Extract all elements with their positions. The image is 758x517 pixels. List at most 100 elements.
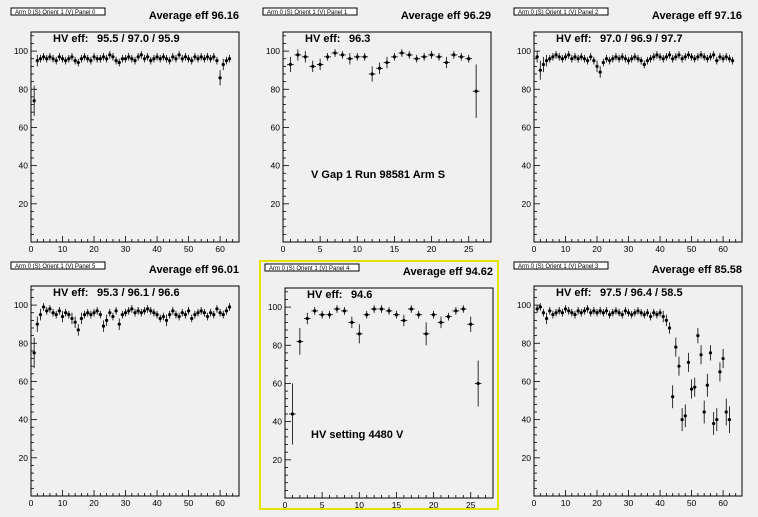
data-point xyxy=(76,324,80,336)
hv-eff-label: HV eff: xyxy=(556,287,591,299)
data-point xyxy=(680,54,684,63)
data-point xyxy=(689,379,694,399)
x-tick-label: 10 xyxy=(58,498,68,508)
data-point xyxy=(95,307,99,315)
data-point xyxy=(708,345,713,361)
data-point xyxy=(127,307,131,315)
data-point xyxy=(205,312,210,321)
x-tick-label: 60 xyxy=(215,244,225,254)
data-point xyxy=(585,305,590,313)
data-point xyxy=(164,54,169,63)
x-tick-label: 15 xyxy=(390,244,400,254)
data-point xyxy=(79,54,84,63)
data-point xyxy=(289,383,296,445)
data-point xyxy=(142,54,147,63)
data-point xyxy=(655,51,659,59)
y-tick-label: 100 xyxy=(517,300,531,310)
data-point xyxy=(218,70,222,86)
data-point xyxy=(611,308,615,317)
data-point xyxy=(324,53,331,61)
data-point xyxy=(70,53,74,61)
data-point xyxy=(32,337,36,369)
data-point xyxy=(626,56,631,65)
panel-name-box xyxy=(10,7,106,16)
data-point xyxy=(630,54,634,63)
data-point xyxy=(120,310,124,319)
panel-name: Arm 0 (S) Orient 1 (V) Panel 5 xyxy=(15,264,96,270)
x-tick-label: 10 xyxy=(58,244,68,254)
data-point xyxy=(108,308,112,317)
x-tick-label: 20 xyxy=(89,244,99,254)
y-tick-label: 20 xyxy=(19,453,29,463)
data-point xyxy=(724,398,728,426)
data-point xyxy=(674,337,678,357)
data-point xyxy=(139,308,143,317)
data-point xyxy=(149,307,153,315)
data-point xyxy=(592,56,596,65)
data-point xyxy=(680,408,684,432)
data-point xyxy=(570,308,574,317)
data-point xyxy=(209,308,213,317)
data-point xyxy=(139,51,143,59)
plot-frame xyxy=(30,31,240,243)
data-point xyxy=(316,58,324,71)
data-point xyxy=(355,324,363,344)
data-point xyxy=(171,53,175,61)
data-point xyxy=(721,54,725,63)
average-eff-label: Average eff 97.16 xyxy=(652,10,742,22)
data-point xyxy=(146,305,150,313)
data-point xyxy=(407,305,415,313)
data-point xyxy=(541,308,546,317)
data-point xyxy=(671,54,675,63)
x-tick-label: 0 xyxy=(29,244,34,254)
data-point xyxy=(171,307,175,315)
data-point xyxy=(111,53,115,61)
data-point xyxy=(64,308,68,317)
data-point xyxy=(193,310,197,319)
panel-name-box xyxy=(262,7,358,16)
data-point xyxy=(105,54,109,63)
x-tick-label: 20 xyxy=(429,500,439,510)
data-point xyxy=(196,54,200,63)
data-point xyxy=(664,314,668,327)
data-point xyxy=(111,312,115,321)
data-point xyxy=(645,56,650,65)
chart-pad-panel-4[interactable]: Arm 0 (S) Orient 1 (V) Panel 4 Average ef… xyxy=(259,260,499,510)
panel-name: Arm 0 (S) Orient 1 (V) Panel 1 xyxy=(267,10,348,16)
data-point xyxy=(567,307,571,315)
data-point xyxy=(557,307,561,315)
data-point xyxy=(224,307,228,315)
data-point xyxy=(589,53,593,61)
panel-name: Arm 0 (S) Orient 1 (V) Panel 3 xyxy=(518,264,599,270)
data-point xyxy=(199,307,203,315)
data-point xyxy=(199,53,203,61)
data-point xyxy=(595,308,599,317)
data-point xyxy=(35,316,39,332)
data-point xyxy=(686,51,691,59)
data-point xyxy=(101,320,106,332)
data-point xyxy=(127,53,131,61)
data-point xyxy=(123,308,128,317)
data-point xyxy=(98,54,102,63)
x-tick-label: 30 xyxy=(624,244,634,254)
chart-pad-panel-0: Arm 0 (S) Orient 1 (V) Panel 0 Average ef… xyxy=(7,6,247,256)
chart-pad-panel-3: Arm 0 (S) Orient 1 (V) Panel 3 Average ef… xyxy=(510,260,750,510)
chart-svg: Arm 0 (S) Orient 1 (V) Panel 0 Average ef… xyxy=(10,7,240,254)
data-point xyxy=(341,307,348,315)
data-point xyxy=(633,53,637,61)
data-point xyxy=(311,307,319,315)
data-point xyxy=(177,51,181,59)
data-point xyxy=(592,307,596,315)
data-point xyxy=(67,310,71,319)
x-tick-label: 40 xyxy=(655,498,665,508)
chart-svg: Arm 0 (S) Orient 1 (V) Panel 4 Average ef… xyxy=(264,263,494,510)
data-point xyxy=(326,310,333,319)
data-point xyxy=(620,310,624,319)
data-point xyxy=(318,310,326,319)
data-point xyxy=(221,310,225,319)
data-point xyxy=(718,53,722,61)
x-tick-label: 50 xyxy=(184,498,194,508)
chart-svg: Arm 0 (S) Orient 1 (V) Panel 3 Average ef… xyxy=(513,261,743,508)
data-point xyxy=(551,310,555,319)
data-point xyxy=(38,308,43,321)
